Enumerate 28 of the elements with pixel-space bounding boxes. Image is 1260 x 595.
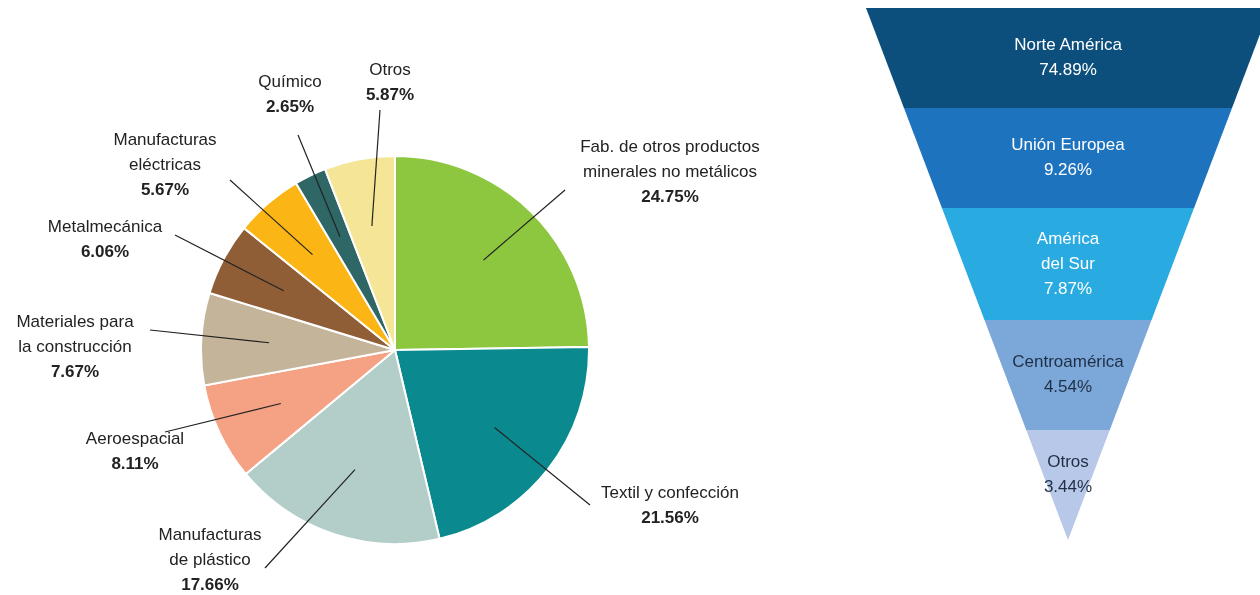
data-label: 3.44% [1043, 477, 1093, 497]
slice-label: Manufacturas eléctricas [113, 129, 217, 174]
category-label: América del Sur [1036, 228, 1100, 273]
slice-label: Aeroespacial [85, 429, 185, 449]
slice-label: Manufacturas de plástico [158, 524, 262, 569]
slice-label: Otros [369, 60, 411, 80]
data-label: 17.66% [181, 574, 239, 594]
data-label: 9.26% [1043, 160, 1093, 180]
slice-label: Fab. de otros productos minerales no metálicos [580, 136, 760, 181]
data-label: 8.11% [111, 454, 159, 474]
slice-label: Textil y confección [601, 483, 739, 503]
data-label: 2.65% [265, 97, 315, 117]
data-label: 4.54% [1043, 377, 1093, 397]
slice-label: Metalmecánica [47, 217, 163, 237]
slice-label: Materiales para la construcción [16, 311, 135, 356]
data-label: 21.56% [641, 508, 699, 528]
data-label: 24.75% [641, 186, 699, 206]
data-label: 74.89% [1039, 60, 1097, 80]
category-label: Otros [1047, 452, 1089, 472]
data-label: 5.87% [365, 85, 415, 105]
category-label: Norte América [1014, 35, 1123, 55]
data-label: 7.87% [1043, 278, 1093, 298]
data-label: 5.67% [140, 179, 190, 199]
data-label: 6.06% [80, 242, 130, 262]
category-label: Centroamérica [1012, 352, 1125, 372]
category-label: Unión Europea [1011, 135, 1126, 155]
data-label: 7.67% [50, 361, 100, 381]
slice-label: Químico [258, 72, 322, 92]
